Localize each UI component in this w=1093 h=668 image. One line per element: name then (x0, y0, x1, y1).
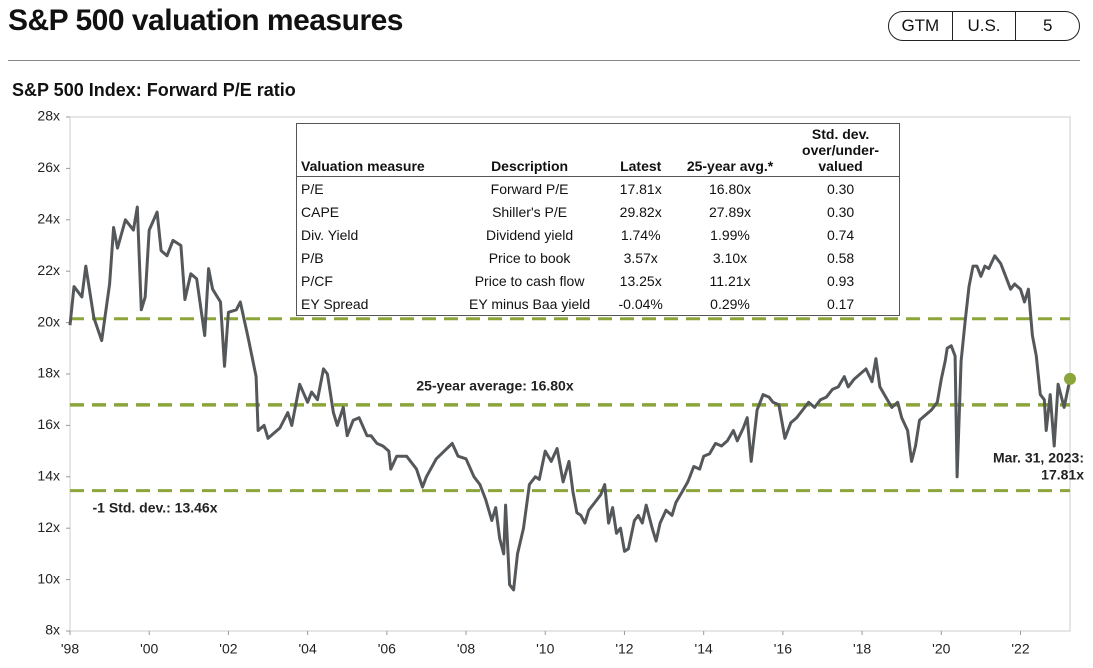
x-tick-label: '20 (932, 641, 950, 657)
table-cell: 29.82x (619, 203, 662, 220)
y-tick-label: 28x (37, 108, 60, 124)
table-row: P/CF Price to cash flow 13.25x 11.21x 0.93 (297, 269, 900, 292)
reference-label: -1 Std. dev.: 13.46x (92, 499, 217, 515)
x-tick-label: '06 (378, 641, 396, 657)
x-tick-label: '16 (774, 641, 792, 657)
table-row: P/B Price to book 3.57x 3.10x 0.58 (297, 246, 900, 269)
table-cell: Shiller's P/E (492, 203, 568, 220)
x-tick-label: '12 (615, 641, 633, 657)
latest-dot (1064, 372, 1076, 385)
table-cell: 0.93 (826, 272, 855, 289)
table-cell: EY minus Baa yield (469, 295, 591, 312)
table-cell: Forward P/E (490, 180, 569, 197)
x-tick-label: '08 (457, 641, 475, 657)
table-cell: CAPE (301, 203, 340, 220)
table-cell: 16.80x (708, 180, 752, 197)
table-cell: 0.17 (826, 295, 855, 312)
reference-label: 25-year average: 16.80x (416, 378, 573, 394)
column-header: Valuation measure (296, 123, 456, 177)
x-tick-label: '02 (219, 641, 237, 657)
y-tick-label: 26x (37, 159, 60, 175)
table-row: Div. Yield Dividend yield 1.74% 1.99% 0.74 (297, 223, 900, 246)
table-cell: P/B (301, 249, 324, 266)
table-cell: 3.10x (712, 249, 748, 266)
latest-label: 17.81x (1041, 467, 1084, 483)
table-cell: 0.30 (826, 203, 855, 220)
column-header: 25-year avg.* (677, 123, 783, 177)
table-cell: Price to cash flow (474, 272, 585, 289)
table-cell: 3.57x (623, 249, 658, 266)
column-header: Std. dev. over/under-valued (782, 123, 900, 177)
y-tick-label: 18x (37, 365, 60, 381)
table-cell: 13.25x (619, 272, 662, 289)
table-cell: 1.74% (620, 226, 661, 243)
valuation-table: Valuation measure Description Latest 25-yea… (296, 123, 900, 316)
column-header: Description (455, 123, 604, 177)
x-tick-label: '22 (1011, 641, 1029, 657)
table-cell: 0.58 (826, 249, 855, 266)
badge-item: 5 (1015, 12, 1079, 40)
table-cell: -0.04% (618, 295, 663, 312)
y-tick-label: 12x (37, 519, 60, 535)
table-cell: Price to book (488, 249, 571, 266)
y-tick-label: 10x (37, 570, 60, 586)
table-cell: 0.74 (826, 226, 855, 243)
x-tick-label: '00 (140, 641, 158, 657)
x-tick-label: '98 (61, 641, 79, 657)
y-tick-label: 20x (37, 313, 60, 329)
table-cell: 0.30 (826, 180, 855, 197)
table-cell: EY Spread (301, 295, 369, 312)
x-tick-label: '04 (298, 641, 316, 657)
page-title: S&P 500 valuation measures (8, 4, 404, 37)
badge-item: GTM (901, 16, 940, 35)
divider (8, 60, 1080, 61)
table-row: P/E Forward P/E 17.81x 16.80x 0.30 (297, 177, 900, 201)
y-tick-label: 22x (37, 262, 60, 278)
y-tick-label: 24x (37, 211, 60, 227)
table-cell: 17.81x (619, 180, 662, 197)
table-cell: P/E (301, 180, 324, 197)
table-row: EY Spread EY minus Baa yield -0.04% 0.29% 0.… (297, 292, 900, 316)
column-header: Latest (603, 123, 678, 177)
badge: GTM U.S. 5 (888, 11, 1080, 41)
pe-line (68, 205, 1072, 592)
y-tick-label: 8x (45, 622, 60, 638)
table-cell: 27.89x (708, 203, 752, 220)
table-cell: Div. Yield (301, 226, 359, 243)
table-cell: 11.21x (709, 272, 751, 289)
y-tick-label: 16x (37, 416, 60, 432)
table-cell: P/CF (301, 272, 333, 289)
x-tick-label: '14 (695, 641, 713, 657)
table-cell: Dividend yield (485, 226, 574, 243)
table-row: CAPE Shiller's P/E 29.82x 27.89x 0.30 (297, 200, 900, 223)
latest-label: Mar. 31, 2023: (993, 450, 1084, 466)
table-cell: 1.99% (710, 226, 750, 243)
badge-item: U.S. (951, 12, 1016, 40)
x-tick-label: '10 (536, 641, 554, 657)
x-tick-label: '18 (853, 641, 871, 657)
y-tick-label: 14x (37, 468, 60, 484)
table-cell: 0.29% (710, 295, 750, 312)
chart-title: S&P 500 Index: Forward P/E ratio (12, 80, 296, 100)
